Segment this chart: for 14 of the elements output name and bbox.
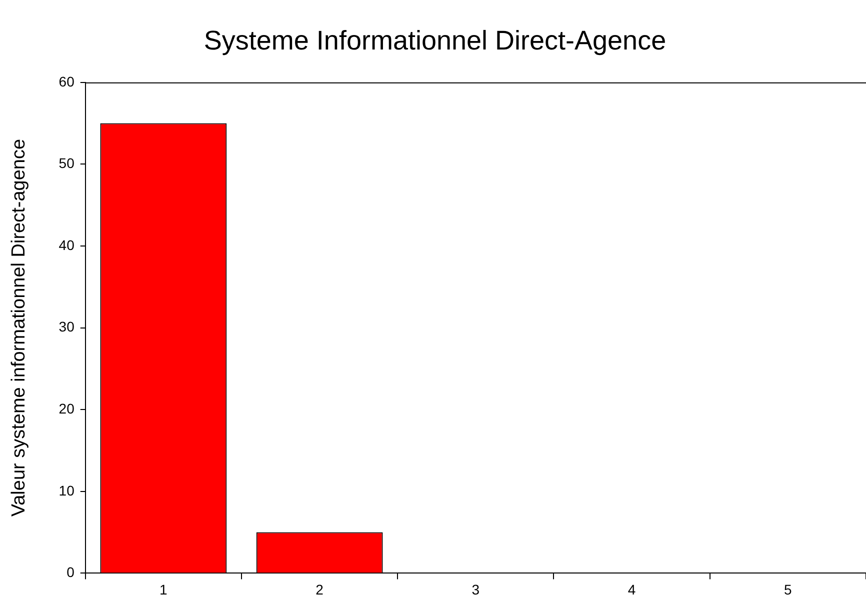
- y-tick-label: 10: [58, 482, 75, 498]
- y-axis-title: Valeur systeme informationnel Direct-agence: [8, 138, 30, 517]
- y-tick-label: 20: [58, 400, 75, 416]
- y-tick-label: 30: [58, 318, 75, 335]
- x-tick-label: 1: [160, 581, 168, 598]
- y-tick-label: 0: [66, 564, 75, 580]
- y-tick-label: 40: [58, 236, 75, 253]
- y-tick-label: 60: [58, 73, 75, 90]
- y-tick-label: 50: [58, 155, 75, 172]
- x-tick-label: 5: [784, 581, 792, 598]
- x-tick-label: 4: [628, 581, 636, 598]
- x-tick-label: 3: [472, 581, 480, 598]
- chart-title: Systeme Informationnel Direct-Agence: [204, 26, 666, 56]
- x-tick-label: 2: [316, 581, 324, 598]
